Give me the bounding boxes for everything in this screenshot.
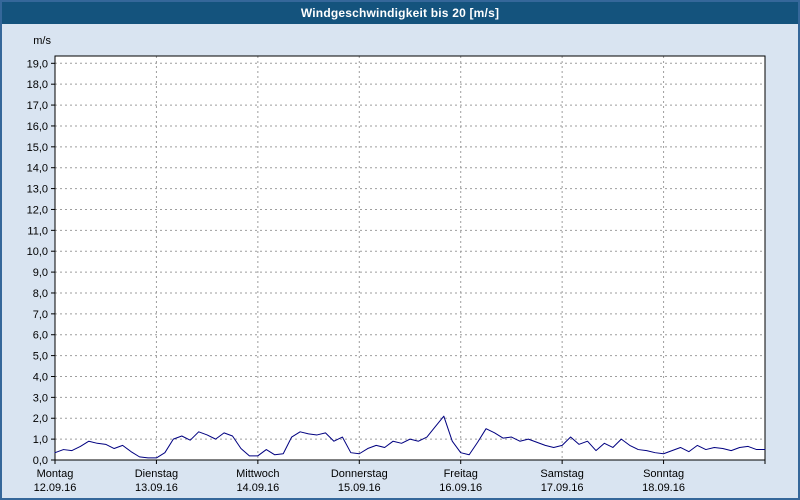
axis-label: 4,0 — [33, 371, 48, 383]
axis-label: Mittwoch — [236, 468, 279, 480]
axis-label: Sonntag — [643, 468, 684, 480]
axis-label: 5,0 — [33, 351, 48, 363]
axis-label: 13,0 — [27, 184, 48, 196]
chart-title-bar: Windgeschwindigkeit bis 20 [m/s] — [2, 2, 798, 24]
axis-label: 18.09.16 — [642, 482, 685, 494]
axis-label: 19,0 — [27, 58, 48, 70]
axis-label: 11,0 — [27, 225, 48, 237]
axis-label: 15,0 — [27, 142, 48, 154]
axis-label: Dienstag — [135, 468, 178, 480]
axis-label: 1,0 — [33, 434, 48, 446]
wind-speed-chart: 0,0 1,0 2,0 3,0 4,0 5,0 6,0 7,0 8,0 9,0 10,0 11,0 12… — [27, 35, 766, 494]
axis-label: 9,0 — [33, 267, 48, 279]
axis-label: 13.09.16 — [135, 482, 178, 494]
axis-label: 0,0 — [33, 455, 48, 467]
axis-label: 12,0 — [27, 204, 48, 216]
axis-label: 16.09.16 — [439, 482, 482, 494]
axis-label: 14,0 — [27, 163, 48, 175]
axis-label: 7,0 — [33, 309, 48, 321]
axis-label: 17.09.16 — [541, 482, 584, 494]
axis-label: 14.09.16 — [236, 482, 279, 494]
axis-label: 17,0 — [27, 100, 48, 112]
wind-speed-line — [54, 415, 766, 459]
axis-label: Montag — [37, 468, 74, 480]
axis-label: Donnerstag — [331, 468, 388, 480]
axis-label: 10,0 — [27, 246, 48, 258]
axis-label: 15.09.16 — [338, 482, 381, 494]
axis-label: Freitag — [444, 468, 478, 480]
axis-label: 6,0 — [33, 330, 48, 342]
chart-title: Windgeschwindigkeit bis 20 [m/s] — [300, 6, 500, 20]
axis-label: 3,0 — [33, 392, 48, 404]
axis-label: 2,0 — [33, 413, 48, 425]
axis-label: 12.09.16 — [34, 482, 77, 494]
axis-label: 16,0 — [27, 121, 48, 133]
axis-label: Samstag — [540, 468, 583, 480]
axis-label: 8,0 — [33, 288, 48, 300]
axis-label: m/s — [33, 35, 51, 47]
axis-label: 18,0 — [27, 79, 48, 91]
